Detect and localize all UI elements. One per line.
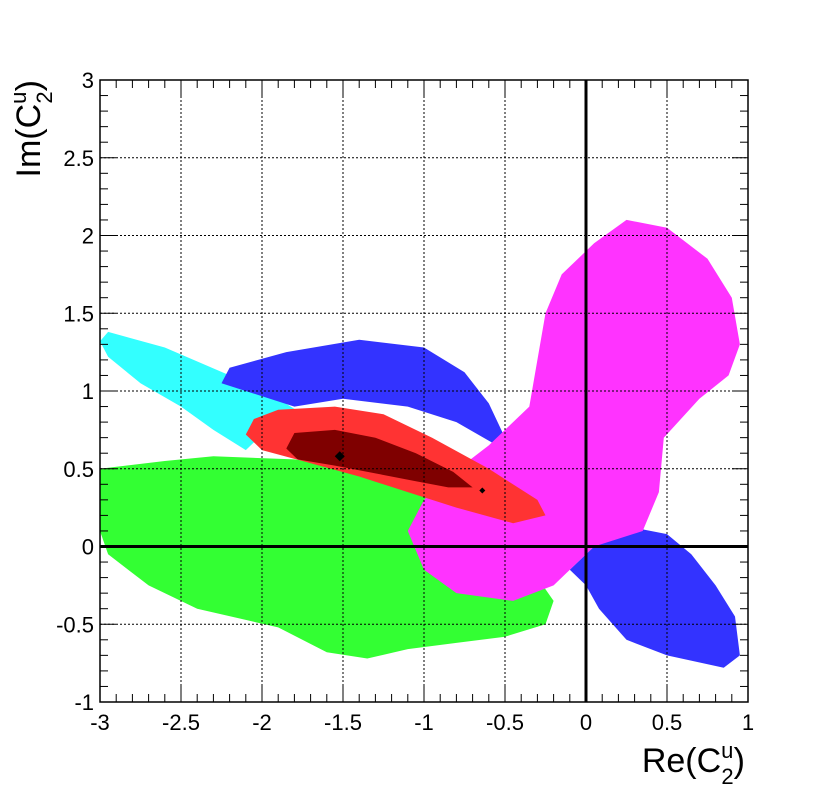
y-tick-label: 1 [82,379,94,404]
x-tick-label: -1 [414,710,434,735]
best-fit-marker [334,451,345,462]
x-tick-label: -1.5 [324,710,362,735]
y-tick-label: 3 [82,68,94,93]
y-tick-label: 0 [82,535,94,560]
x-tick-label: 0.5 [652,710,683,735]
y-tick-label: -1 [74,690,94,715]
y-tick-label: 1.5 [63,301,94,326]
y-tick-label: 2 [82,224,94,249]
x-tick-label: -3 [90,710,110,735]
x-tick-label: -2.5 [162,710,200,735]
x-axis-title: Re(Cu 2) [642,738,745,789]
y-tick-label: -0.5 [56,612,94,637]
x-tick-label: 0 [580,710,592,735]
y-axis-title: Im(Cu2) [6,80,57,177]
ticks-layer [99,79,749,703]
tick-labels-x: -3 -2.5 -2 -1.5 -1 -0.5 0 0.5 1 [90,710,754,735]
markers-layer [334,451,486,494]
confidence-region-3 [569,527,740,668]
reference-lines [100,80,748,702]
confidence-region-2 [221,339,505,446]
x-tick-label: 1 [742,710,754,735]
y-tick-label: 2.5 [63,146,94,171]
confidence-region-6 [286,429,473,488]
x-tick-label: -0.5 [486,710,524,735]
regions-layer [100,219,740,668]
y-tick-label: 0.5 [63,457,94,482]
tick-labels-y: -1 -0.5 0 0.5 1 1.5 2 2.5 3 [56,68,94,715]
x-tick-label: -2 [252,710,272,735]
best-fit-marker [479,487,486,494]
